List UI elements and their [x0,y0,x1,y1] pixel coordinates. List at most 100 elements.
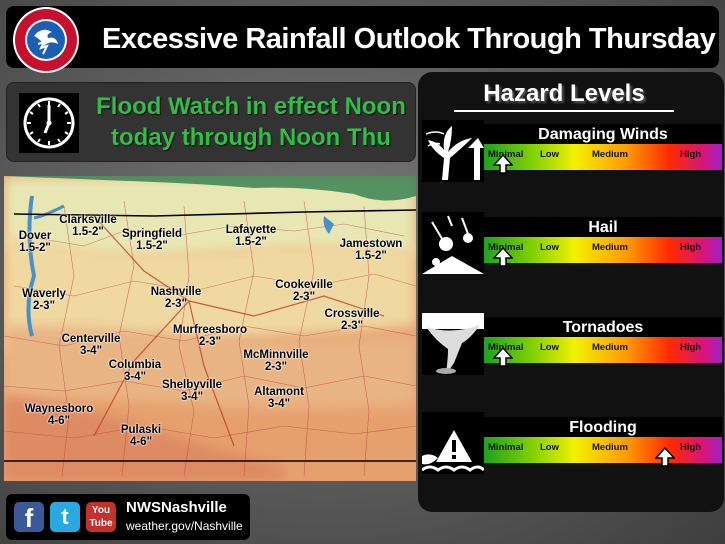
city-name: Murfreesboro [172,324,248,336]
hazard-scale-label: Minimal [488,149,524,160]
city-name: Cookeville [275,279,333,291]
city-rainfall-amount: 3-4" [180,391,204,403]
hazard-level-bar: Minimal Low Medium High [484,337,722,363]
city-rainfall-amount: 1.5-2" [136,240,168,252]
wind-icon [422,120,484,182]
city-rainfall-amount: 4-6" [47,415,71,427]
city-label: Nashville 2-3" [151,286,202,310]
hazard-scale-label: Minimal [488,242,524,253]
city-rainfall-amount: 2-3" [264,361,288,373]
flood-icon [422,412,484,474]
city-label: Springfield 1.5-2" [122,228,182,252]
city-label: Dover 1.5-2" [19,230,52,254]
hazard-level-bar: Minimal Low Medium High [484,437,722,463]
city-name: Jamestown [339,238,403,250]
rainfall-map: Clarksville 1.5-2" Dover 1.5-2" Springfield 1… [4,176,416,481]
flood-watch-banner: Flood Watch in effect Noon today through… [6,82,416,162]
city-name: Springfield [121,228,183,240]
page-title: Excessive Rainfall Outlook Through Thurs… [102,23,716,55]
city-label: Centerville 3-4" [62,333,121,357]
hazard-scale-label: High [680,242,702,253]
flood-watch-text: Flood Watch in effect Noon today through… [91,91,411,153]
facebook-icon[interactable]: f [14,502,44,533]
nws-logo [13,7,79,73]
flood-watch-line-1: Flood Watch in effect Noon [96,93,406,120]
city-name: Pulaski [120,424,162,436]
city-rainfall-amount: 2-3" [32,300,56,312]
hazard-scale-label: Medium [592,149,628,160]
hazard-scale-label: Minimal [488,442,524,453]
city-name: Nashville [150,286,202,298]
city-name: Clarksville [59,214,117,226]
city-label: Altamont 3-4" [254,386,304,410]
nws-website-link[interactable]: weather.gov/Nashville [126,519,243,533]
hazard-scale-label: Minimal [488,342,524,353]
hazard-level-arrow-icon [654,447,675,467]
city-rainfall-amount: 3-4" [79,345,103,357]
city-rainfall-amount: 1.5-2" [72,226,104,238]
hazard-label: Tornadoes [484,317,722,339]
city-label: Jamestown 1.5-2" [340,238,403,262]
youtube-tube-text: Tube [89,518,113,529]
city-name: Columbia [108,359,162,371]
hazard-label: Damaging Winds [484,124,722,146]
hazard-level-bar: Minimal Low Medium High [484,237,722,263]
city-label: Clarksville 1.5-2" [59,214,117,238]
social-footer: f t You Tube NWSNashville weather.gov/Na… [6,494,250,540]
city-name: Crossville [324,308,380,320]
hazard-scale-label: Low [540,442,559,453]
clock-icon [19,93,79,153]
hazard-scale-label: High [680,442,702,453]
city-label: Lafayette 1.5-2" [226,224,277,248]
hazard-scale-label: High [680,149,702,160]
city-label: Shelbyville 3-4" [162,379,222,403]
city-rainfall-amount: 2-3" [340,320,364,332]
city-label: McMinnville 2-3" [243,349,308,373]
hazard-scale-label: Medium [592,342,628,353]
rainfall-map-image [4,176,416,481]
youtube-you-text: You [91,505,111,516]
city-rainfall-amount: 3-4" [267,398,291,410]
title-bar: Excessive Rainfall Outlook Through Thurs… [6,6,719,68]
city-label: Waynesboro 4-6" [25,403,94,427]
hazard-scale-label: Medium [592,242,628,253]
hail-icon [422,212,484,274]
hazard-label: Hail [484,217,722,239]
hazard-scale-label: Medium [592,442,628,453]
city-label: Murfreesboro 2-3" [173,324,247,348]
city-label: Waverly 2-3" [22,288,66,312]
hazard-label: Flooding [484,417,722,439]
twitter-icon[interactable]: t [50,502,80,532]
hazard-scale-label: Low [540,242,559,253]
city-rainfall-amount: 3-4" [123,371,147,383]
city-rainfall-amount: 1.5-2" [235,236,267,248]
city-rainfall-amount: 4-6" [129,436,153,448]
city-rainfall-amount: 2-3" [164,298,188,310]
nws-office-name: NWSNashville [126,499,227,516]
city-name: Lafayette [225,224,277,236]
city-name: Centerville [61,333,121,345]
city-rainfall-amount: 2-3" [292,291,316,303]
hazard-level-arrow-icon [493,154,514,174]
city-label: Pulaski 4-6" [121,424,161,448]
city-name: Waverly [22,288,66,300]
city-rainfall-amount: 2-3" [198,336,222,348]
city-label: Crossville 2-3" [325,308,380,332]
flood-watch-line-2: today through Noon Thu [111,124,391,151]
city-name: Dover [18,230,52,242]
city-name: Shelbyville [161,379,223,391]
city-label: Cookeville 2-3" [275,279,333,303]
hazard-level-arrow-icon [493,247,514,267]
hazard-scale-label: Low [540,342,559,353]
youtube-icon[interactable]: You Tube [86,502,116,532]
city-name: Waynesboro [24,403,94,415]
city-rainfall-amount: 1.5-2" [19,242,51,254]
city-label: Columbia 3-4" [109,359,161,383]
hazard-scale-label: Low [540,149,559,160]
city-rainfall-amount: 1.5-2" [355,250,387,262]
hazard-scale-label: High [680,342,702,353]
city-name: McMinnville [243,349,309,361]
hazard-levels-title: Hazard Levels [454,80,674,112]
city-name: Altamont [254,386,304,398]
hazard-level-bar: Minimal Low Medium High [484,144,722,170]
